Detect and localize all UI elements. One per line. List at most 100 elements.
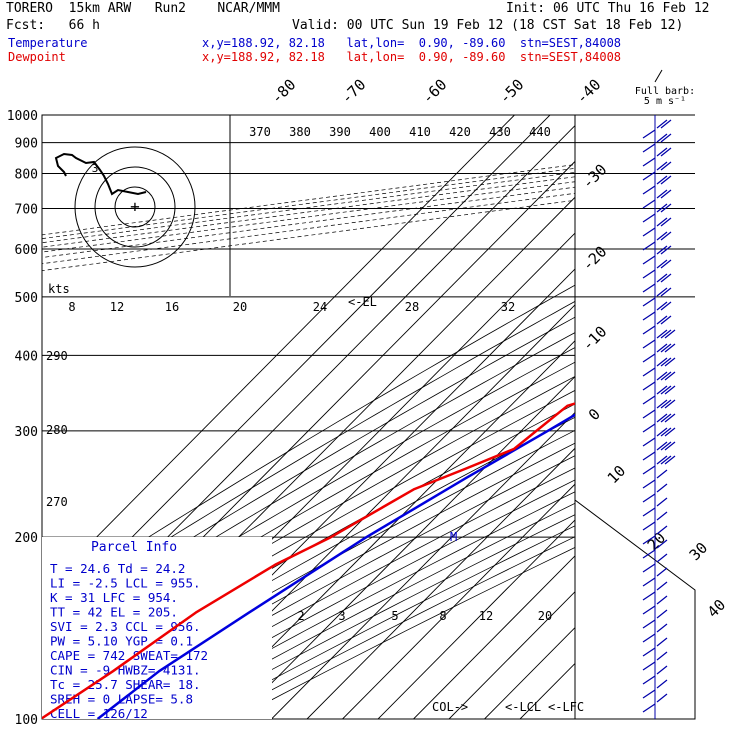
wind-barb-flag: [656, 203, 668, 213]
wind-barb-flag: [656, 665, 668, 675]
mixing-ratio-label: 12: [479, 609, 493, 623]
wind-barb-flag: [656, 525, 668, 535]
wind-barb: [642, 661, 656, 671]
parcel-row: SVI = 2.3 CCL = 956.: [50, 619, 201, 634]
wind-barb: [642, 339, 656, 349]
hodograph-marker: 3: [92, 162, 99, 175]
isotherm-label: -40: [573, 76, 605, 108]
isotherm-line: [342, 483, 575, 719]
wind-barb-flag: [664, 427, 676, 437]
hodograph-ring-label: 16: [165, 300, 179, 314]
parcel-row: LI = -2.5 LCL = 955.: [50, 576, 201, 591]
wind-barb-flag: [656, 133, 668, 143]
moist-adiabat: [42, 171, 575, 244]
dry-adiabat: [42, 361, 575, 669]
forecast-hour: Fcst: 66 h: [6, 18, 100, 33]
wind-barb-flag: [660, 119, 672, 129]
wind-barb: [642, 297, 656, 307]
model-title: TORERO 15km ARW Run2 NCAR/MMM: [6, 1, 280, 16]
wind-barb-flag: [656, 399, 668, 409]
wind-barb: [642, 227, 656, 237]
mixing-ratio-label: 5: [391, 609, 398, 623]
theta-label: 380: [289, 125, 311, 139]
wind-barb-flag: [656, 679, 668, 689]
wind-barb-flag: [656, 245, 668, 255]
parcel-row: CIN = -9 HWBZ= 4131.: [50, 663, 201, 678]
wind-barb-flag: [656, 553, 668, 563]
pressure-label: 1000: [7, 109, 38, 124]
wind-barb: [642, 451, 656, 461]
adiabat-label: 290: [46, 349, 68, 363]
wind-barb-flag: [664, 399, 676, 409]
pressure-label: 800: [15, 168, 38, 183]
wind-barb: [642, 549, 656, 559]
wind-barb: [642, 269, 656, 279]
temperature-legend: Temperature: [8, 36, 88, 50]
moist-adiabat: [42, 186, 575, 258]
wind-barb-flag: [660, 245, 672, 255]
adiabat-label: 270: [46, 495, 68, 509]
isotherm-line: [484, 626, 575, 719]
full-barb-units: 5 m s⁻¹: [644, 96, 686, 107]
wind-barb-flag: [656, 371, 668, 381]
lcl-annotation: <-LCL: [505, 700, 541, 714]
wind-barb-flag: [656, 357, 668, 367]
hodograph-trace: [54, 152, 147, 196]
wind-barb-flag: [656, 119, 668, 129]
pressure-label: 500: [15, 291, 38, 306]
wind-barb-flag: [656, 301, 668, 311]
wind-barb-flag: [660, 441, 672, 451]
wind-barb: [642, 381, 656, 391]
theta-label: 370: [249, 125, 271, 139]
wind-barb-flag: [656, 147, 668, 157]
wind-barb-flag: [656, 539, 668, 549]
wind-barb-flag: [664, 343, 676, 353]
adiabat-label: 280: [46, 423, 68, 437]
wind-barb-flag: [656, 427, 668, 437]
theta-label: 410: [409, 125, 431, 139]
wind-barb: [642, 577, 656, 587]
temperature-location: x,y=188.92, 82.18 lat,lon= 0.90, -89.60 …: [202, 36, 622, 50]
pressure-label: 200: [15, 531, 38, 546]
parcel-row: CELL = 126/12: [50, 706, 148, 721]
hodograph-ring-label: 20: [233, 300, 247, 314]
dry-adiabat: [42, 375, 575, 681]
hodograph-ring: [74, 146, 196, 268]
pressure-label: 900: [15, 137, 38, 152]
wind-barb-flag: [656, 609, 668, 619]
wind-barb: [642, 185, 656, 195]
dry-adiabat: [42, 284, 575, 606]
valid-time: Valid: 00 UTC Sun 19 Feb 12 (18 CST Sat …: [292, 18, 684, 33]
hodograph-ring-label: 8: [68, 300, 75, 314]
wind-barb-flag: [656, 483, 668, 493]
wind-barb: [642, 143, 656, 153]
wind-barb-flag: [656, 581, 668, 591]
wind-barb-flag: [660, 133, 672, 143]
dry-adiabat: [42, 300, 575, 619]
wind-barb: [642, 591, 656, 601]
isotherm-label: -20: [579, 243, 611, 275]
wind-barb-flag: [656, 413, 668, 423]
wind-barb-flag: [656, 693, 668, 703]
mixing-ratio-label: 8: [439, 609, 446, 623]
wind-barb-flag: [660, 259, 672, 269]
dewpoint-line: [42, 402, 575, 719]
wind-barb-flag: [660, 231, 672, 241]
isotherm-label: 10: [604, 462, 630, 488]
wind-barb: [642, 507, 656, 517]
wind-barb-flag: [656, 259, 668, 269]
wind-barb-flag: [656, 623, 668, 633]
isotherm-label: 40: [704, 596, 730, 622]
hodograph-ring-label: 28: [405, 300, 419, 314]
el-annotation: <-EL: [348, 295, 377, 309]
wind-barb-flag: [656, 175, 668, 185]
wind-barb: [642, 479, 656, 489]
wind-barb: [642, 647, 656, 657]
isotherm-label: -80: [268, 76, 300, 108]
wind-barb-flag: [656, 511, 668, 521]
dry-adiabat: [42, 347, 575, 657]
wind-barb-flag: [656, 315, 668, 325]
dry-adiabat: [42, 389, 575, 692]
wind-barb: [642, 171, 656, 181]
wind-barb: [642, 213, 656, 223]
